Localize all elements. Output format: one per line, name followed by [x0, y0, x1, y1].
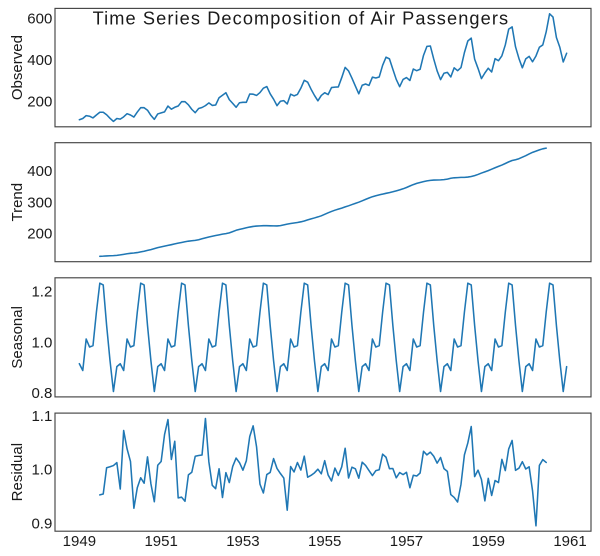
svg-text:1.0: 1.0 — [31, 334, 52, 351]
svg-text:1951: 1951 — [144, 533, 177, 550]
svg-text:1959: 1959 — [472, 533, 505, 550]
svg-text:400: 400 — [27, 163, 52, 180]
svg-text:1953: 1953 — [226, 533, 259, 550]
svg-text:Residual: Residual — [9, 443, 26, 501]
svg-text:1957: 1957 — [390, 533, 423, 550]
svg-text:400: 400 — [27, 52, 52, 69]
svg-text:Time Series Decomposition of A: Time Series Decomposition of Air Passeng… — [93, 9, 510, 29]
svg-text:Seasonal: Seasonal — [9, 306, 26, 369]
svg-text:Observed: Observed — [9, 35, 26, 100]
svg-text:600: 600 — [27, 11, 52, 28]
svg-text:1.0: 1.0 — [31, 462, 52, 479]
svg-text:0.9: 0.9 — [31, 515, 52, 532]
svg-text:Trend: Trend — [9, 183, 26, 222]
svg-text:200: 200 — [27, 94, 52, 111]
svg-text:1.1: 1.1 — [31, 408, 52, 425]
svg-text:1961: 1961 — [553, 533, 586, 550]
svg-text:1949: 1949 — [63, 533, 96, 550]
svg-text:300: 300 — [27, 194, 52, 211]
svg-text:1.2: 1.2 — [31, 283, 52, 300]
svg-text:1955: 1955 — [308, 533, 341, 550]
svg-text:200: 200 — [27, 225, 52, 242]
svg-text:0.8: 0.8 — [31, 385, 52, 402]
